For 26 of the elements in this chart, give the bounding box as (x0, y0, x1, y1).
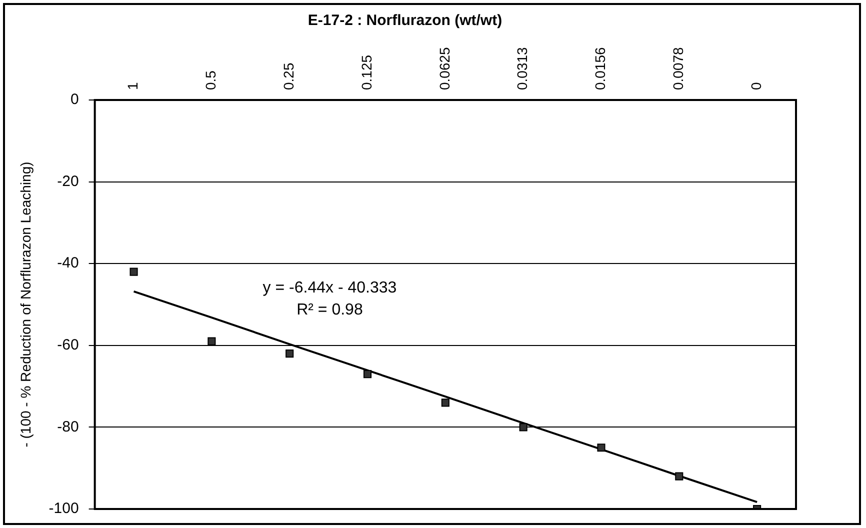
y-tick-label: -40 (57, 254, 79, 272)
point (286, 350, 294, 358)
point (441, 398, 450, 407)
x-tick-label: 0.0078 (670, 46, 686, 90)
x-tick-label: 0.0156 (592, 46, 608, 90)
x-tick-label: 0.0313 (514, 46, 530, 90)
y-tick-label: -100 (48, 500, 79, 518)
point (130, 268, 138, 276)
x-tick-label: 0.25 (280, 62, 296, 90)
x-tick-label: 1 (124, 82, 141, 90)
point (363, 370, 372, 378)
annotation: y = -6.44x - 40.333 (262, 280, 397, 297)
chart-title: E-17-2 : Norflurazon (wt/wt) (308, 12, 502, 30)
y-tick-label: -60 (57, 336, 79, 354)
point (519, 423, 528, 432)
x-tick-label: 0.125 (358, 54, 374, 90)
x-tick-label: 0 (748, 82, 764, 90)
x-tick-label: 0.5 (202, 70, 219, 90)
y-tick-label: -80 (57, 418, 79, 436)
point (675, 472, 684, 480)
annotation: R² = 0.98 (296, 302, 363, 319)
y-tick-label: -20 (57, 172, 79, 190)
point (597, 444, 606, 452)
point (208, 337, 216, 346)
x-tick-label: 0.0625 (436, 46, 452, 90)
y-axis-title: - (100 - % Reduction of Norflurazon Leaching) (17, 162, 34, 448)
